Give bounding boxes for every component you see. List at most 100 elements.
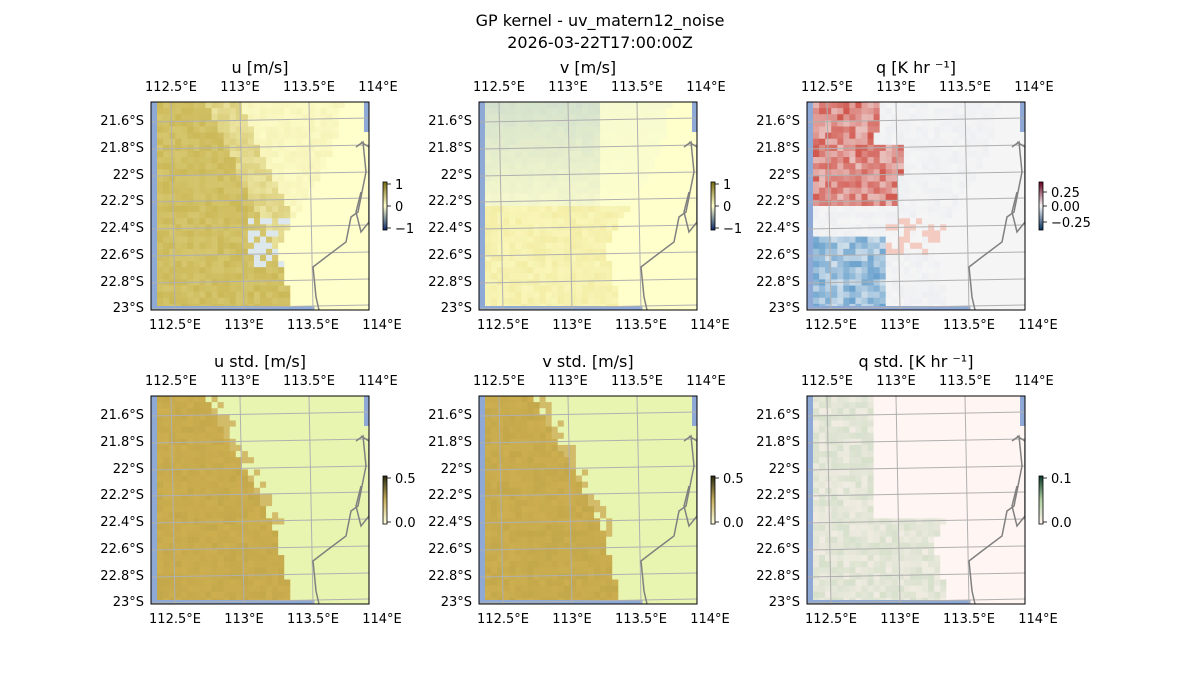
heatmap-cell (332, 242, 340, 250)
heatmap-cell (515, 169, 522, 176)
heatmap-cell (314, 555, 321, 562)
heatmap-cell (362, 579, 369, 587)
heatmap-cell (897, 206, 905, 213)
lon-tick-bottom: 113°E (880, 318, 920, 333)
heatmap-cell (837, 236, 844, 244)
heatmap-cell (825, 114, 832, 121)
heatmap-cell (946, 206, 953, 213)
heatmap-cell (539, 261, 547, 268)
heatmap-cell (630, 193, 637, 201)
heatmap-cell (187, 548, 194, 556)
heatmap-cell (193, 175, 200, 182)
heatmap-cell (879, 199, 887, 207)
heatmap-cell (199, 426, 206, 434)
heatmap-cell (332, 512, 340, 519)
heatmap-cell (211, 206, 219, 213)
heatmap-cell (235, 206, 243, 213)
heatmap-cell (1006, 291, 1014, 299)
heatmap-cell (909, 230, 917, 237)
heatmap-cell (1000, 144, 1008, 152)
heatmap-cell (290, 230, 297, 237)
heatmap-cell (600, 285, 607, 293)
heatmap-cell (175, 242, 182, 250)
heatmap-cell (199, 567, 206, 574)
heatmap-cell (819, 108, 826, 115)
heatmap-cell (199, 444, 206, 452)
heatmap-cell (199, 506, 206, 513)
heatmap-cell (205, 457, 212, 464)
heatmap-cell (338, 408, 346, 415)
heatmap-cell (909, 132, 917, 140)
heatmap-cell (229, 432, 237, 440)
heatmap-cell (338, 261, 346, 268)
heatmap-cell (503, 273, 510, 280)
heatmap-cell (581, 163, 589, 170)
lon-tick-top: 113°E (548, 80, 588, 95)
heatmap-cell (235, 402, 243, 409)
heatmap-cell (205, 114, 212, 121)
heatmap-cell (229, 267, 237, 274)
heatmap-cell (344, 273, 352, 280)
heatmap-cell (624, 138, 631, 146)
heatmap-cell (199, 267, 206, 274)
heatmap-cell (326, 150, 334, 158)
heatmap-cell (205, 469, 212, 476)
heatmap-cell (181, 567, 188, 574)
heatmap-cell (976, 297, 984, 305)
heatmap-cell (515, 181, 522, 189)
lat-tick-left: 22.6°S (756, 248, 800, 263)
heatmap-cell (247, 248, 255, 256)
heatmap-cell (302, 297, 309, 305)
heatmap-cell (964, 187, 971, 195)
heatmap-cell (819, 193, 826, 201)
heatmap-cell (873, 230, 881, 237)
heatmap-cell (849, 236, 856, 244)
heatmap-cell (278, 285, 285, 293)
heatmap-cell (175, 475, 182, 483)
heatmap-cell (223, 199, 231, 207)
heatmap-cell (509, 212, 516, 219)
heatmap-cell (581, 102, 589, 109)
heatmap-cell (1006, 144, 1014, 152)
heatmap-cell (205, 432, 212, 440)
heatmap-cell (861, 285, 868, 293)
heatmap-cell (515, 163, 522, 170)
heatmap-cell (187, 444, 194, 452)
heatmap-cell (879, 132, 887, 140)
heatmap-cell (344, 414, 352, 421)
heatmap-cell (922, 108, 929, 115)
heatmap-cell (157, 591, 164, 599)
heatmap-cell (241, 193, 249, 201)
heatmap-cell (290, 530, 297, 538)
heatmap-cell (241, 248, 249, 256)
heatmap-cell (350, 536, 358, 544)
heatmap-cell (672, 199, 680, 207)
heatmap-cell (163, 402, 170, 409)
heatmap-cell (302, 150, 309, 158)
heatmap-cell (356, 236, 364, 244)
heatmap-cell (284, 536, 291, 544)
heatmap-cell (163, 114, 170, 121)
heatmap-cell (1012, 163, 1020, 170)
heatmap-cell (290, 126, 297, 133)
heatmap-cell (648, 236, 656, 244)
heatmap-cell (163, 212, 170, 219)
heatmap-cell (157, 487, 164, 495)
heatmap-cell (873, 132, 881, 140)
heatmap-cell (642, 181, 649, 189)
heatmap-cell (266, 481, 273, 489)
heatmap-cell (825, 285, 832, 293)
heatmap-cell (903, 285, 911, 293)
heatmap-cell (187, 420, 194, 427)
heatmap-cell (509, 132, 516, 140)
heatmap-cell (539, 126, 547, 133)
heatmap-cell (229, 536, 237, 544)
heatmap-cell (581, 242, 589, 250)
heatmap-cell (247, 402, 255, 409)
heatmap-cell (539, 138, 547, 146)
heatmap-cell (199, 132, 206, 140)
heatmap-cell (296, 218, 303, 225)
heatmap-cell (934, 193, 941, 201)
heatmap-cell (163, 150, 170, 158)
heatmap-cell (1012, 102, 1020, 109)
